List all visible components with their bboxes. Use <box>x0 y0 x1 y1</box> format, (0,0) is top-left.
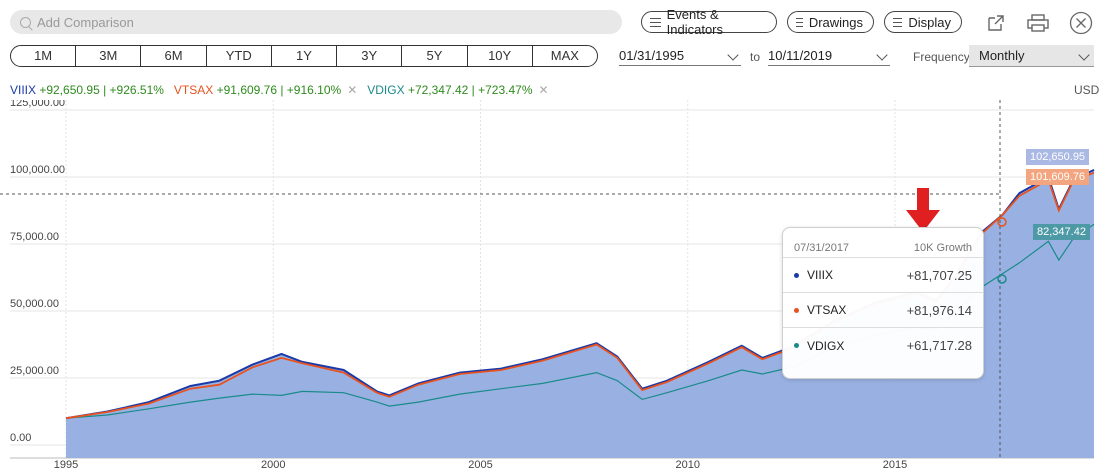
vdigx-line <box>65 223 1095 419</box>
list-icon <box>796 17 803 27</box>
list-icon <box>893 17 903 27</box>
tooltip-row: VTSAX +81,976.14 <box>783 293 983 328</box>
viiix-value-flag: 102,650.95 <box>1026 149 1090 165</box>
x-tick-label: 1995 <box>54 459 78 471</box>
range-6m-button[interactable]: 6M <box>141 46 207 66</box>
range-5y-button[interactable]: 5Y <box>402 46 468 66</box>
vtsax-marker <box>997 217 1007 227</box>
viiix-area <box>66 169 1094 458</box>
add-comparison-search[interactable]: Add Comparison <box>10 10 622 34</box>
to-label: to <box>750 50 761 64</box>
chevron-down-icon <box>727 49 739 61</box>
display-button[interactable]: Display <box>884 11 962 33</box>
range-3m-button[interactable]: 3M <box>76 46 142 66</box>
x-tick-label: 2015 <box>883 459 907 471</box>
hover-tooltip: 07/31/2017 10K Growth VIIIX +81,707.25 V… <box>782 227 984 379</box>
vdigx-value-flag: 82,347.42 <box>1033 224 1090 240</box>
legend-vdigx-ticker[interactable]: VDIGX <box>367 83 405 97</box>
search-placeholder: Add Comparison <box>37 14 134 30</box>
remove-vtsax-icon[interactable]: ✕ <box>347 83 358 97</box>
frequency-select[interactable]: Monthly <box>969 45 1094 67</box>
range-10y-button[interactable]: 10Y <box>468 46 533 66</box>
series-dot-icon <box>794 343 799 348</box>
y-tick-label: 25,000.00 <box>10 365 59 377</box>
series-dot-icon <box>794 307 799 313</box>
y-tick-label: 100,000.00 <box>10 164 65 176</box>
range-1m-button[interactable]: 1M <box>11 46 77 66</box>
range-ytd-button[interactable]: YTD <box>207 46 272 66</box>
time-range-selector: 1M 3M 6M YTD 1Y 3Y 5Y 10Y MAX <box>10 45 598 67</box>
close-icon[interactable] <box>1069 11 1093 35</box>
chevron-down-icon <box>876 49 888 61</box>
events-indicators-button[interactable]: Events & Indicators <box>641 7 777 37</box>
frequency-label: Frequency <box>913 50 970 64</box>
currency-label: USD <box>1074 83 1100 97</box>
remove-vdigx-icon[interactable]: ✕ <box>538 83 549 97</box>
legend-vdigx-stats: +72,347.42 | +723.47% <box>407 83 533 97</box>
series-dot-icon <box>794 272 799 278</box>
y-tick-label: 0.00 <box>10 432 31 444</box>
x-tick-label: 2005 <box>468 459 492 471</box>
x-tick-label: 2010 <box>676 459 700 471</box>
legend-viiix-stats: +92,650.95 | +926.51% <box>39 83 164 97</box>
range-max-button[interactable]: MAX <box>550 48 579 63</box>
range-1y-button[interactable]: 1Y <box>272 46 338 66</box>
vtsax-value-flag: 101,609.76 <box>1026 169 1090 185</box>
y-tick-label: 125,000.00 <box>10 100 65 109</box>
tooltip-date: 07/31/2017 <box>794 242 850 254</box>
red-arrow-annotation <box>906 188 940 232</box>
legend-vtsax-ticker[interactable]: VTSAX <box>173 83 214 97</box>
start-date-select[interactable]: 01/31/1995 <box>619 46 741 66</box>
growth-chart[interactable]: 125,000.00 100,000.00 75,000.00 50,000.00 25… <box>0 100 1104 473</box>
vtsax-line <box>65 171 1095 420</box>
list-icon <box>650 17 661 27</box>
range-3y-button[interactable]: 3Y <box>337 46 403 66</box>
tooltip-row: VIIIX +81,707.25 <box>783 258 983 293</box>
popout-icon[interactable] <box>984 11 1008 35</box>
chevron-down-icon <box>1078 49 1090 61</box>
y-tick-label: 50,000.00 <box>10 298 59 310</box>
vdigx-marker <box>997 274 1007 284</box>
print-icon[interactable] <box>1026 11 1050 35</box>
end-date-select[interactable]: 10/11/2019 <box>768 46 890 66</box>
legend-viiix-ticker[interactable]: VIIIX <box>10 83 37 97</box>
search-icon <box>20 16 31 28</box>
x-tick-label: 2000 <box>261 459 285 471</box>
tooltip-row: VDIGX +61,717.28 <box>783 328 983 363</box>
tooltip-title: 10K Growth <box>913 242 972 254</box>
y-tick-label: 75,000.00 <box>10 231 59 243</box>
series-legend: VIIIX +92,650.95 | +926.51% VTSAX +91,60… <box>10 83 559 97</box>
legend-vtsax-stats: +91,609.76 | +916.10% <box>216 83 342 97</box>
drawings-button[interactable]: Drawings <box>787 11 874 33</box>
